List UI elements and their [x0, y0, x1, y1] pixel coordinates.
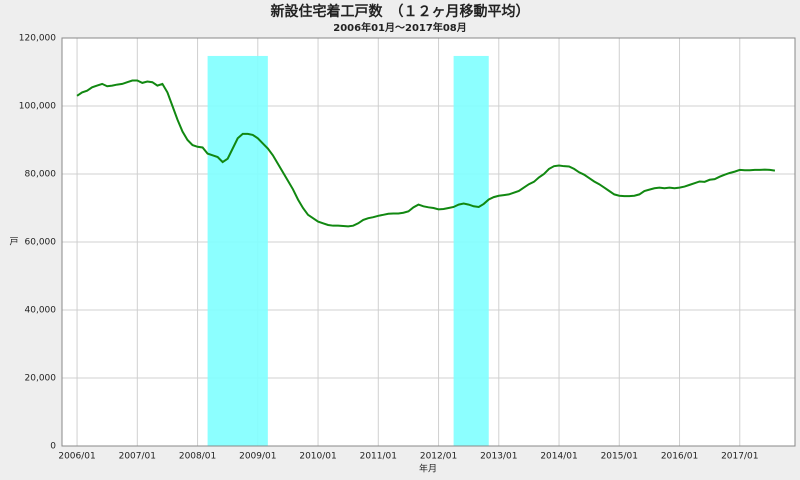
x-tick-label: 2016/01: [661, 452, 698, 462]
data-line: [76, 79, 776, 228]
shaded-region: [207, 55, 268, 447]
x-tick-label: 2009/01: [239, 452, 276, 462]
x-tick-label: 2010/01: [299, 452, 336, 462]
y-tick-label: 120,000: [19, 34, 56, 44]
y-tick-label: 100,000: [19, 102, 56, 112]
chart-subtitle: 2006年01月～2017年08月: [333, 21, 467, 34]
y-tick-label: 80,000: [25, 170, 57, 180]
y-tick-label: 0: [50, 442, 56, 452]
y-tick-label: 20,000: [25, 374, 57, 384]
y-tick-label: 40,000: [25, 306, 57, 316]
x-tick-label: 2012/01: [420, 452, 457, 462]
y-tick-label: 60,000: [25, 238, 57, 248]
x-tick-label: 2017/01: [721, 452, 758, 462]
x-tick-label: 2006/01: [58, 452, 95, 462]
chart-title: 新設住宅着工戸数 （１２ヶ月移動平均）: [271, 3, 530, 20]
y-axis-title: 戸: [9, 237, 18, 248]
x-tick-label: 2013/01: [480, 452, 517, 462]
x-tick-label: 2014/01: [540, 452, 577, 462]
x-tick-label: 2007/01: [119, 452, 156, 462]
x-tick-label: 2015/01: [601, 452, 638, 462]
x-axis-title: 年月: [419, 463, 437, 475]
shaded-region: [453, 55, 489, 447]
x-tick-label: 2011/01: [360, 452, 397, 462]
plot-border: [61, 37, 796, 447]
x-tick-label: 2008/01: [179, 452, 216, 462]
